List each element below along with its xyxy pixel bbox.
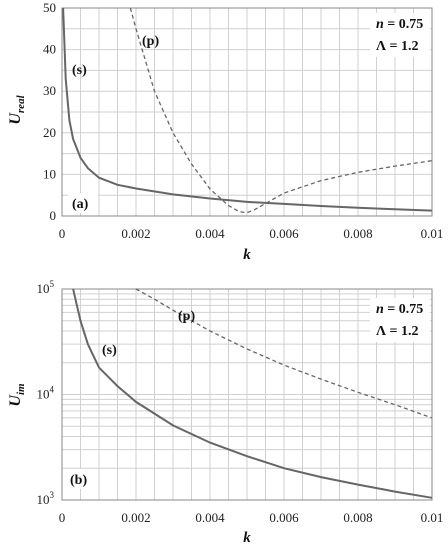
param-lambda: Λ = 1.2 <box>376 324 419 339</box>
series-line-s <box>72 288 433 499</box>
tick-exponent: 5 <box>50 279 55 289</box>
y-axis-label-sub: im <box>15 383 27 395</box>
curve-label-s: (s) <box>72 63 87 78</box>
y-tick-label: 0 <box>50 208 57 223</box>
x-tick-label: 0 <box>59 226 66 241</box>
panel-label: (a) <box>72 197 89 212</box>
plot-frame <box>61 7 433 217</box>
y-tick-label: 30 <box>43 83 56 98</box>
plot-frame <box>61 288 433 501</box>
series-line-p <box>135 288 433 419</box>
x-tick-label: 0.006 <box>269 510 299 525</box>
tick-base: 10 <box>37 281 50 296</box>
panel-label-bg <box>68 193 98 213</box>
param-n-symbol: n <box>376 17 384 32</box>
y-axis-label-sub: real <box>15 94 27 113</box>
param-n-value: = 0.75 <box>384 302 423 317</box>
x-tick-label: 0.002 <box>121 226 150 241</box>
curve-label-s: (s) <box>102 343 117 358</box>
y-tick-label: 10 <box>43 166 56 181</box>
x-tick-label: 0.004 <box>195 510 225 525</box>
x-axis-label: k <box>243 530 251 546</box>
y-axis-label: Ureal <box>7 94 27 124</box>
tick-exponent: 4 <box>50 385 55 395</box>
param-lambda: Λ = 1.2 <box>376 39 419 54</box>
x-tick-label: 0.006 <box>269 226 299 241</box>
y-tick-label: 50 <box>43 0 56 15</box>
params-bg <box>370 298 430 342</box>
y-tick-label: 104 <box>37 385 55 402</box>
y-axis-label-main: U <box>7 394 24 407</box>
y-tick-label: 103 <box>37 490 55 507</box>
grid <box>61 288 433 501</box>
series-line-p <box>129 7 433 214</box>
panel-label-bg <box>66 469 96 489</box>
x-tick-label: 0.004 <box>195 226 225 241</box>
y-axis-label: Uim <box>7 383 27 407</box>
y-axis-label-main: U <box>7 112 24 125</box>
curve-label-p: (p) <box>178 309 195 324</box>
params-bg <box>370 13 430 57</box>
chart-panel-a: 0 0.002 0.004 0.006 0.008 0.01 0 10 20 30 40 50 k Ure… <box>7 0 443 263</box>
x-tick-label: 0 <box>59 510 66 525</box>
series-line-s <box>62 7 433 212</box>
x-axis-label: k <box>243 247 251 263</box>
param-n-value: = 0.75 <box>384 17 423 32</box>
tick-exponent: 3 <box>50 490 55 500</box>
tick-base: 10 <box>37 387 50 402</box>
panel-label: (b) <box>70 473 87 488</box>
x-tick-label: 0.01 <box>421 226 444 241</box>
y-tick-label: 105 <box>37 279 55 296</box>
chart-panel-b: 0 0.002 0.004 0.006 0.008 0.01103104105kUim(b… <box>7 279 443 546</box>
param-n-symbol: n <box>376 302 384 317</box>
curve-label-p: (p) <box>142 34 159 49</box>
y-tick-label: 20 <box>43 125 56 140</box>
x-tick-label: 0.008 <box>343 510 372 525</box>
param-n: n = 0.75 <box>376 302 423 317</box>
y-tick-label: 40 <box>43 42 56 57</box>
x-tick-label: 0.002 <box>121 510 150 525</box>
x-tick-label: 0.008 <box>343 226 372 241</box>
x-tick-label: 0.01 <box>421 510 444 525</box>
tick-base: 10 <box>37 492 50 507</box>
param-n: n = 0.75 <box>376 17 423 32</box>
